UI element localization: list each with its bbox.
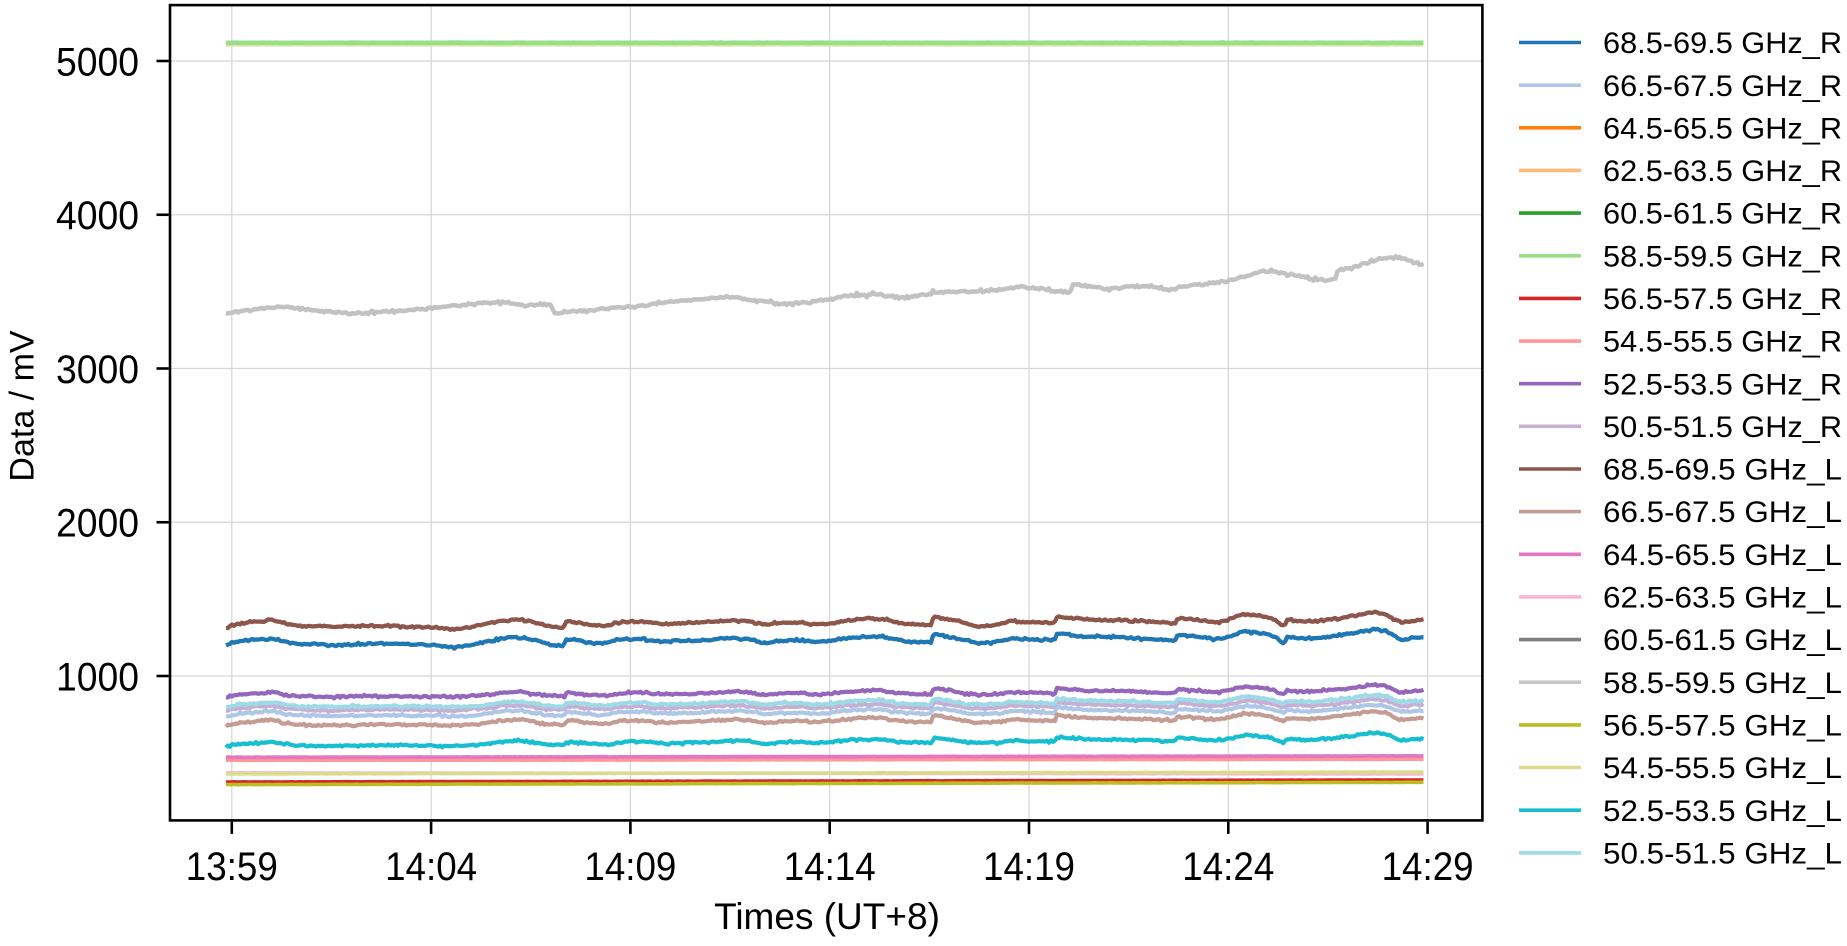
svg-text:Data / mV: Data / mV — [4, 330, 42, 481]
svg-text:50.5-51.5 GHz_R: 50.5-51.5 GHz_R — [1603, 411, 1842, 444]
svg-text:Times (UT+8): Times (UT+8) — [714, 896, 940, 937]
svg-text:52.5-53.5 GHz_R: 52.5-53.5 GHz_R — [1603, 368, 1842, 401]
svg-text:58.5-59.5 GHz_L: 58.5-59.5 GHz_L — [1603, 667, 1842, 700]
svg-text:64.5-65.5 GHz_L: 64.5-65.5 GHz_L — [1603, 539, 1842, 572]
svg-text:54.5-55.5 GHz_L: 54.5-55.5 GHz_L — [1603, 752, 1842, 785]
svg-text:66.5-67.5 GHz_R: 66.5-67.5 GHz_R — [1603, 70, 1842, 103]
svg-text:1000: 1000 — [56, 655, 139, 699]
svg-text:62.5-63.5 GHz_R: 62.5-63.5 GHz_R — [1603, 155, 1842, 188]
svg-text:50.5-51.5 GHz_L: 50.5-51.5 GHz_L — [1603, 838, 1842, 871]
svg-text:54.5-55.5 GHz_R: 54.5-55.5 GHz_R — [1603, 326, 1842, 359]
svg-text:2000: 2000 — [56, 502, 139, 546]
svg-text:60.5-61.5 GHz_R: 60.5-61.5 GHz_R — [1603, 198, 1842, 231]
svg-text:14:09: 14:09 — [584, 845, 676, 889]
svg-text:56.5-57.5 GHz_L: 56.5-57.5 GHz_L — [1603, 710, 1842, 743]
svg-text:14:19: 14:19 — [983, 845, 1075, 889]
svg-text:64.5-65.5 GHz_R: 64.5-65.5 GHz_R — [1603, 112, 1842, 145]
svg-text:68.5-69.5 GHz_R: 68.5-69.5 GHz_R — [1603, 27, 1842, 60]
svg-text:68.5-69.5 GHz_L: 68.5-69.5 GHz_L — [1603, 454, 1842, 487]
svg-text:58.5-59.5 GHz_R: 58.5-59.5 GHz_R — [1603, 240, 1842, 273]
svg-text:14:29: 14:29 — [1382, 845, 1474, 889]
svg-text:66.5-67.5 GHz_L: 66.5-67.5 GHz_L — [1603, 496, 1842, 529]
svg-text:62.5-63.5 GHz_L: 62.5-63.5 GHz_L — [1603, 582, 1842, 615]
svg-text:14:04: 14:04 — [385, 845, 477, 889]
svg-text:14:24: 14:24 — [1182, 845, 1274, 889]
svg-text:4000: 4000 — [56, 194, 139, 238]
svg-text:3000: 3000 — [56, 348, 139, 392]
svg-text:14:14: 14:14 — [784, 845, 876, 889]
svg-text:56.5-57.5 GHz_R: 56.5-57.5 GHz_R — [1603, 283, 1842, 316]
svg-text:5000: 5000 — [56, 40, 139, 84]
svg-text:60.5-61.5 GHz_L: 60.5-61.5 GHz_L — [1603, 624, 1842, 657]
svg-text:13:59: 13:59 — [186, 845, 278, 889]
svg-text:52.5-53.5 GHz_L: 52.5-53.5 GHz_L — [1603, 795, 1842, 828]
